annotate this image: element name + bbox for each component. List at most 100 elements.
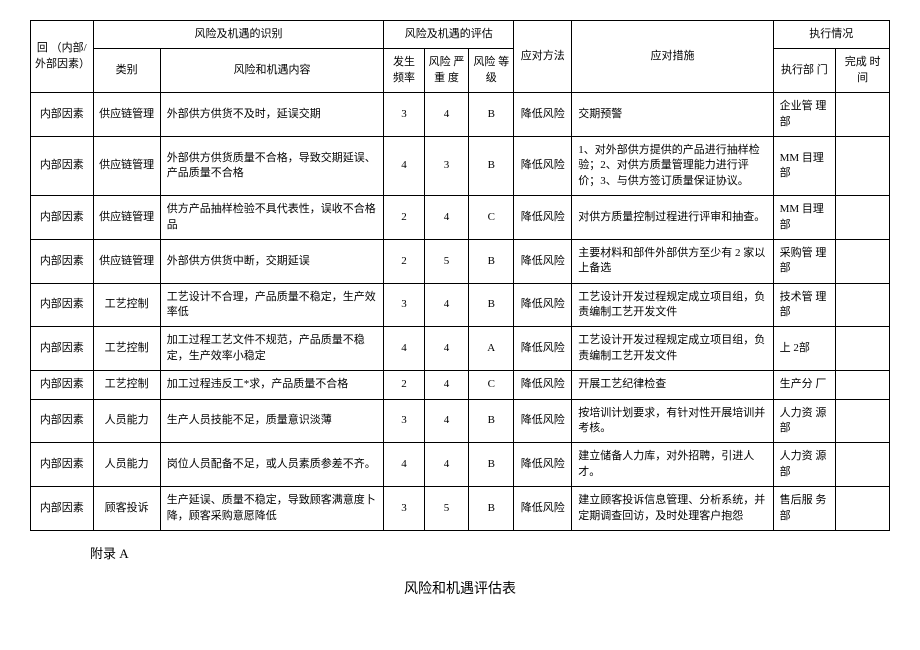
header-exec-group: 执行情况 xyxy=(773,21,889,49)
cell-time xyxy=(836,327,890,371)
cell-measure: 工艺设计开发过程规定成立项目组，负 责编制工艺开发文件 xyxy=(572,283,773,327)
cell-factor: 内部因素 xyxy=(31,371,94,399)
header-measure: 应对措施 xyxy=(572,21,773,93)
cell-method: 降低风险 xyxy=(514,136,572,195)
cell-measure: 交期预警 xyxy=(572,93,773,137)
cell-method: 降低风险 xyxy=(514,487,572,531)
cell-level: B xyxy=(469,443,514,487)
cell-content: 加工过程工艺文件不规范，产品质量不稳 定，生产效率小稳定 xyxy=(160,327,384,371)
cell-dept: MM 目理部 xyxy=(773,196,836,240)
header-dept: 执行部 门 xyxy=(773,49,836,93)
header-identify-group: 风险及机遇的识别 xyxy=(93,21,384,49)
cell-method: 降低风险 xyxy=(514,327,572,371)
cell-content: 生产人员技能不足，质量意识淡薄 xyxy=(160,399,384,443)
cell-freq: 3 xyxy=(384,283,424,327)
cell-freq: 2 xyxy=(384,239,424,283)
cell-freq: 4 xyxy=(384,443,424,487)
cell-measure: 工艺设计开发过程规定成立项目组，负 责编制工艺开发文件 xyxy=(572,327,773,371)
cell-category: 工艺控制 xyxy=(93,283,160,327)
cell-severity: 5 xyxy=(424,239,469,283)
cell-time xyxy=(836,136,890,195)
cell-time xyxy=(836,93,890,137)
table-row: 内部因素工艺控制工艺设计不合理，产品质量不稳定，生产效 率低34B降低风险工艺设… xyxy=(31,283,890,327)
cell-freq: 2 xyxy=(384,196,424,240)
cell-dept: 技术管 理部 xyxy=(773,283,836,327)
table-body: 内部因素供应链管理外部供方供货不及时，延误交期34B降低风险交期预警企业管 理部… xyxy=(31,93,890,531)
header-frequency: 发生 频率 xyxy=(384,49,424,93)
cell-content: 岗位人员配备不足，或人员素质参差不齐。 xyxy=(160,443,384,487)
table-row: 内部因素工艺控制加工过程工艺文件不规范，产品质量不稳 定，生产效率小稳定44A降… xyxy=(31,327,890,371)
cell-content: 供方产品抽样检验不具代表性，误收不合格 品 xyxy=(160,196,384,240)
cell-level: A xyxy=(469,327,514,371)
cell-factor: 内部因素 xyxy=(31,93,94,137)
cell-dept: 采购管 理部 xyxy=(773,239,836,283)
cell-content: 外部供方供货中断，交期延误 xyxy=(160,239,384,283)
cell-level: B xyxy=(469,136,514,195)
cell-factor: 内部因素 xyxy=(31,239,94,283)
cell-time xyxy=(836,399,890,443)
table-row: 内部因素供应链管理外部供方供货不及时，延误交期34B降低风险交期预警企业管 理部 xyxy=(31,93,890,137)
cell-measure: 按培训计划要求，有针对性开展培训并 考核。 xyxy=(572,399,773,443)
header-method: 应对方法 xyxy=(514,21,572,93)
cell-factor: 内部因素 xyxy=(31,136,94,195)
cell-factor: 内部因素 xyxy=(31,283,94,327)
cell-measure: 建立顾客投诉信息管理、分析系统，并 定期调查回访，及时处理客户抱怨 xyxy=(572,487,773,531)
cell-severity: 3 xyxy=(424,136,469,195)
cell-content: 生产延误、质量不稳定，导致顾客满意度卜 降，顾客采购意愿降低 xyxy=(160,487,384,531)
table-row: 内部因素人员能力岗位人员配备不足，或人员素质参差不齐。44B降低风险建立储备人力… xyxy=(31,443,890,487)
cell-content: 加工过程违反工*求，产品质量不合格 xyxy=(160,371,384,399)
cell-category: 工艺控制 xyxy=(93,371,160,399)
cell-dept: 人力资 源部 xyxy=(773,443,836,487)
cell-freq: 4 xyxy=(384,136,424,195)
cell-category: 供应链管理 xyxy=(93,239,160,283)
cell-level: B xyxy=(469,93,514,137)
cell-category: 工艺控制 xyxy=(93,327,160,371)
cell-level: C xyxy=(469,196,514,240)
cell-time xyxy=(836,283,890,327)
cell-severity: 4 xyxy=(424,196,469,240)
cell-freq: 3 xyxy=(384,487,424,531)
table-row: 内部因素顾客投诉生产延误、质量不稳定，导致顾客满意度卜 降，顾客采购意愿降低35… xyxy=(31,487,890,531)
table-row: 内部因素工艺控制加工过程违反工*求，产品质量不合格24C降低风险开展工艺纪律检查… xyxy=(31,371,890,399)
cell-category: 供应链管理 xyxy=(93,93,160,137)
cell-severity: 4 xyxy=(424,399,469,443)
table-row: 内部因素供应链管理外部供方供货质量不合格，导致交期延误、 产品质量不合格43B降… xyxy=(31,136,890,195)
cell-level: B xyxy=(469,283,514,327)
header-severity: 风险 严重 度 xyxy=(424,49,469,93)
cell-measure: 主要材料和部件外部供方至少有 2 家以上备选 xyxy=(572,239,773,283)
cell-freq: 4 xyxy=(384,327,424,371)
cell-method: 降低风险 xyxy=(514,371,572,399)
cell-category: 顾客投诉 xyxy=(93,487,160,531)
header-content: 风险和机遇内容 xyxy=(160,49,384,93)
cell-severity: 4 xyxy=(424,443,469,487)
cell-category: 人员能力 xyxy=(93,399,160,443)
table-row: 内部因素供应链管理外部供方供货中断，交期延误25B降低风险主要材料和部件外部供方… xyxy=(31,239,890,283)
cell-severity: 4 xyxy=(424,371,469,399)
header-level: 风险 等级 xyxy=(469,49,514,93)
cell-dept: 上 2部 xyxy=(773,327,836,371)
cell-dept: 企业管 理部 xyxy=(773,93,836,137)
cell-dept: 售后服 务部 xyxy=(773,487,836,531)
cell-time xyxy=(836,371,890,399)
cell-time xyxy=(836,487,890,531)
cell-method: 降低风险 xyxy=(514,239,572,283)
table-row: 内部因素供应链管理供方产品抽样检验不具代表性，误收不合格 品24C降低风险对供方… xyxy=(31,196,890,240)
cell-category: 人员能力 xyxy=(93,443,160,487)
cell-time xyxy=(836,443,890,487)
cell-method: 降低风险 xyxy=(514,399,572,443)
cell-measure: 对供方质量控制过程进行评审和抽查。 xyxy=(572,196,773,240)
cell-method: 降低风险 xyxy=(514,283,572,327)
cell-level: B xyxy=(469,399,514,443)
cell-severity: 4 xyxy=(424,283,469,327)
cell-method: 降低风险 xyxy=(514,443,572,487)
cell-measure: 建立储备人力库，对外招聘，引进人才。 xyxy=(572,443,773,487)
cell-severity: 5 xyxy=(424,487,469,531)
cell-freq: 3 xyxy=(384,399,424,443)
cell-dept: 生产分 厂 xyxy=(773,371,836,399)
cell-content: 工艺设计不合理，产品质量不稳定，生产效 率低 xyxy=(160,283,384,327)
risk-table: 回 （内部/外部因素） 风险及机遇的识别 风险及机遇的评估 应对方法 应对措施 … xyxy=(30,20,890,531)
header-eval-group: 风险及机遇的评估 xyxy=(384,21,514,49)
cell-measure: 开展工艺纪律检查 xyxy=(572,371,773,399)
cell-severity: 4 xyxy=(424,93,469,137)
cell-category: 供应链管理 xyxy=(93,196,160,240)
